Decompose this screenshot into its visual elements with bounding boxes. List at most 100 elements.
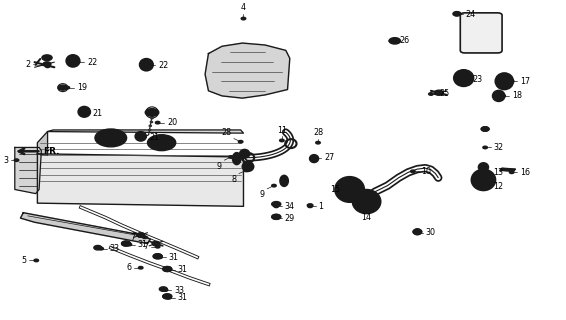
Circle shape bbox=[95, 129, 127, 147]
Ellipse shape bbox=[311, 156, 316, 161]
Text: 17: 17 bbox=[520, 77, 530, 86]
Circle shape bbox=[94, 245, 102, 250]
Circle shape bbox=[164, 289, 168, 291]
Circle shape bbox=[160, 287, 168, 291]
Polygon shape bbox=[15, 148, 41, 194]
Ellipse shape bbox=[280, 175, 288, 187]
Text: 21: 21 bbox=[149, 133, 159, 142]
Circle shape bbox=[229, 156, 233, 158]
Circle shape bbox=[501, 95, 505, 97]
Circle shape bbox=[453, 12, 461, 16]
Ellipse shape bbox=[345, 186, 354, 194]
Ellipse shape bbox=[495, 73, 513, 90]
Circle shape bbox=[14, 159, 19, 162]
Circle shape bbox=[42, 55, 52, 60]
Circle shape bbox=[43, 62, 51, 66]
Ellipse shape bbox=[499, 76, 510, 86]
Polygon shape bbox=[500, 168, 516, 171]
Circle shape bbox=[82, 112, 87, 114]
Circle shape bbox=[147, 64, 151, 67]
Circle shape bbox=[410, 170, 415, 172]
Text: 7: 7 bbox=[143, 242, 148, 251]
Text: 29: 29 bbox=[285, 214, 295, 223]
Ellipse shape bbox=[272, 202, 281, 207]
Circle shape bbox=[167, 269, 171, 271]
Circle shape bbox=[163, 267, 171, 272]
Circle shape bbox=[389, 40, 394, 42]
Text: 22: 22 bbox=[158, 61, 169, 70]
Circle shape bbox=[238, 140, 243, 143]
Ellipse shape bbox=[78, 107, 91, 117]
Circle shape bbox=[307, 204, 313, 207]
Text: 31: 31 bbox=[177, 293, 187, 302]
Text: 1: 1 bbox=[319, 202, 324, 211]
Circle shape bbox=[148, 135, 175, 151]
Text: 7: 7 bbox=[130, 233, 135, 242]
Ellipse shape bbox=[140, 59, 153, 71]
Ellipse shape bbox=[239, 149, 250, 158]
Text: 31: 31 bbox=[138, 240, 148, 249]
Circle shape bbox=[314, 156, 318, 159]
Text: 5: 5 bbox=[21, 256, 26, 265]
Ellipse shape bbox=[353, 190, 381, 213]
Text: 16: 16 bbox=[520, 168, 530, 177]
Circle shape bbox=[273, 203, 279, 206]
Text: 24: 24 bbox=[465, 10, 475, 19]
Polygon shape bbox=[37, 132, 48, 156]
Ellipse shape bbox=[461, 76, 466, 81]
Text: 21: 21 bbox=[93, 108, 103, 117]
Ellipse shape bbox=[457, 73, 470, 83]
Circle shape bbox=[483, 185, 487, 188]
Ellipse shape bbox=[480, 177, 487, 183]
Text: 30: 30 bbox=[426, 228, 436, 237]
Circle shape bbox=[122, 241, 131, 246]
Text: 11: 11 bbox=[277, 126, 287, 135]
Ellipse shape bbox=[310, 155, 319, 163]
FancyBboxPatch shape bbox=[460, 13, 502, 53]
Text: 8: 8 bbox=[231, 175, 236, 184]
Circle shape bbox=[153, 138, 170, 148]
Circle shape bbox=[509, 80, 514, 83]
Text: 9: 9 bbox=[216, 162, 221, 171]
Ellipse shape bbox=[138, 134, 144, 139]
Circle shape bbox=[58, 85, 67, 90]
Ellipse shape bbox=[145, 63, 148, 66]
Text: 27: 27 bbox=[324, 153, 335, 162]
Circle shape bbox=[316, 141, 320, 144]
Circle shape bbox=[149, 125, 152, 126]
Circle shape bbox=[308, 205, 312, 208]
Ellipse shape bbox=[358, 194, 375, 209]
Text: 2: 2 bbox=[25, 60, 31, 69]
Text: 23: 23 bbox=[472, 75, 482, 84]
Text: 4: 4 bbox=[241, 3, 246, 12]
Text: 10: 10 bbox=[421, 167, 431, 176]
Circle shape bbox=[241, 17, 246, 20]
Circle shape bbox=[167, 296, 171, 299]
Circle shape bbox=[127, 243, 132, 246]
Circle shape bbox=[156, 121, 160, 124]
Polygon shape bbox=[205, 43, 290, 98]
Text: 28: 28 bbox=[221, 128, 231, 137]
Ellipse shape bbox=[495, 93, 502, 99]
Ellipse shape bbox=[481, 165, 486, 170]
Circle shape bbox=[244, 169, 248, 172]
Circle shape bbox=[272, 214, 281, 220]
Text: 3: 3 bbox=[3, 156, 8, 165]
Circle shape bbox=[274, 217, 278, 220]
Circle shape bbox=[481, 127, 489, 131]
Text: 31: 31 bbox=[177, 266, 187, 275]
Text: 22: 22 bbox=[87, 58, 97, 67]
Circle shape bbox=[280, 139, 284, 142]
Ellipse shape bbox=[81, 109, 88, 115]
Ellipse shape bbox=[454, 70, 474, 86]
Circle shape bbox=[272, 184, 276, 187]
Circle shape bbox=[389, 38, 400, 44]
Circle shape bbox=[349, 188, 353, 191]
Ellipse shape bbox=[363, 198, 370, 205]
Text: 33: 33 bbox=[110, 244, 119, 253]
Ellipse shape bbox=[66, 55, 80, 67]
Polygon shape bbox=[48, 130, 243, 133]
Circle shape bbox=[139, 136, 143, 139]
Circle shape bbox=[153, 254, 162, 259]
Circle shape bbox=[156, 245, 160, 248]
